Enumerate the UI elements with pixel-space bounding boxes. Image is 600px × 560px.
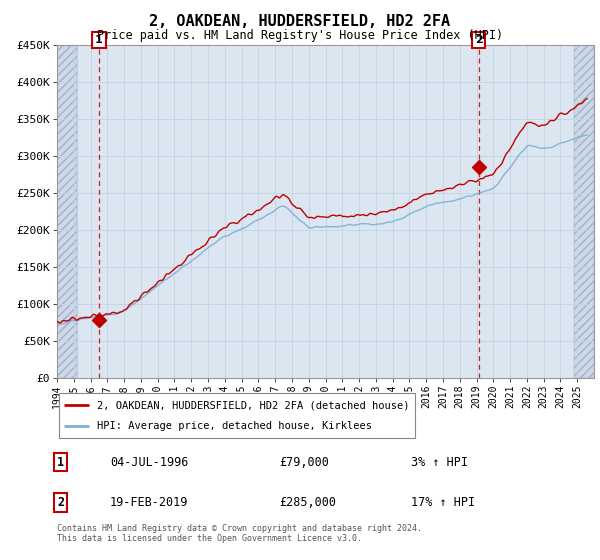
Bar bbox=[57, 45, 77, 378]
Text: 1: 1 bbox=[57, 455, 64, 469]
FancyBboxPatch shape bbox=[59, 394, 415, 438]
Text: HPI: Average price, detached house, Kirklees: HPI: Average price, detached house, Kirk… bbox=[97, 421, 371, 431]
Text: £285,000: £285,000 bbox=[279, 496, 336, 509]
Text: Contains HM Land Registry data © Crown copyright and database right 2024.
This d: Contains HM Land Registry data © Crown c… bbox=[57, 524, 422, 543]
Text: 2: 2 bbox=[475, 35, 482, 45]
Text: £79,000: £79,000 bbox=[279, 455, 329, 469]
Bar bbox=[574, 45, 594, 378]
Bar bbox=[57, 45, 77, 378]
Text: 2: 2 bbox=[57, 496, 64, 509]
Text: 1: 1 bbox=[95, 35, 103, 45]
Text: 3% ↑ HPI: 3% ↑ HPI bbox=[411, 455, 468, 469]
Text: 2, OAKDEAN, HUDDERSFIELD, HD2 2FA: 2, OAKDEAN, HUDDERSFIELD, HD2 2FA bbox=[149, 14, 451, 29]
Text: 2, OAKDEAN, HUDDERSFIELD, HD2 2FA (detached house): 2, OAKDEAN, HUDDERSFIELD, HD2 2FA (detac… bbox=[97, 400, 409, 410]
Text: 19-FEB-2019: 19-FEB-2019 bbox=[110, 496, 188, 509]
Bar bbox=[574, 45, 594, 378]
Text: 17% ↑ HPI: 17% ↑ HPI bbox=[411, 496, 475, 509]
Text: 04-JUL-1996: 04-JUL-1996 bbox=[110, 455, 188, 469]
Text: Price paid vs. HM Land Registry's House Price Index (HPI): Price paid vs. HM Land Registry's House … bbox=[97, 29, 503, 42]
